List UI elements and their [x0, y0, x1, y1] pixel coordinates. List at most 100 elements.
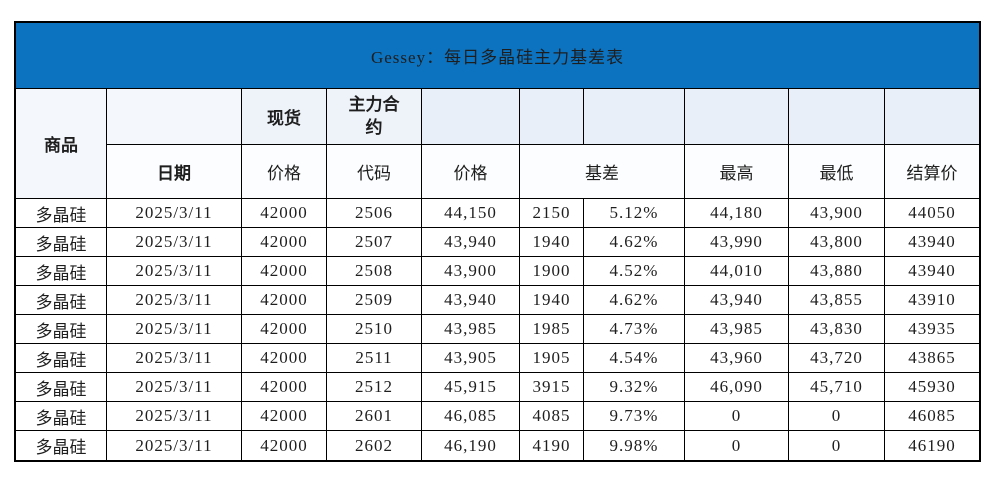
cell-high: 43,985: [685, 315, 789, 344]
col-header-spot-group: 现货: [242, 89, 327, 145]
cell-low: 43,855: [789, 286, 885, 315]
cell-spot-price: 42000: [242, 228, 327, 257]
cell-high: 0: [685, 431, 789, 460]
cell-spot-price: 42000: [242, 199, 327, 228]
header-spacer-3: [584, 89, 685, 145]
cell-low: 43,830: [789, 315, 885, 344]
cell-contract-code: 2512: [327, 373, 422, 402]
cell-product: 多晶硅: [16, 315, 107, 344]
table-row: 多晶硅 2025/3/11 42000 2510 43,985 1985 4.7…: [16, 315, 980, 344]
cell-contract-code: 2506: [327, 199, 422, 228]
cell-basis-value: 1985: [520, 315, 584, 344]
cell-date: 2025/3/11: [107, 257, 242, 286]
cell-contract-price: 45,915: [422, 373, 520, 402]
cell-contract-price: 43,905: [422, 344, 520, 373]
cell-high: 0: [685, 402, 789, 431]
cell-product: 多晶硅: [16, 344, 107, 373]
cell-product: 多晶硅: [16, 402, 107, 431]
cell-date: 2025/3/11: [107, 344, 242, 373]
col-header-settlement: 结算价: [885, 145, 980, 199]
header-spacer-2: [520, 89, 584, 145]
cell-contract-code: 2601: [327, 402, 422, 431]
cell-product: 多晶硅: [16, 199, 107, 228]
cell-contract-price: 43,900: [422, 257, 520, 286]
cell-basis-value: 1900: [520, 257, 584, 286]
cell-product: 多晶硅: [16, 431, 107, 460]
cell-settlement: 43865: [885, 344, 980, 373]
cell-date: 2025/3/11: [107, 373, 242, 402]
cell-settlement: 43910: [885, 286, 980, 315]
cell-high: 43,940: [685, 286, 789, 315]
cell-basis-pct: 4.54%: [584, 344, 685, 373]
cell-settlement: 46085: [885, 402, 980, 431]
header-spacer-4: [685, 89, 789, 145]
cell-spot-price: 42000: [242, 344, 327, 373]
cell-contract-code: 2510: [327, 315, 422, 344]
cell-contract-code: 2602: [327, 431, 422, 460]
title-row: Gessey：每日多晶硅主力基差表: [16, 23, 980, 89]
cell-date: 2025/3/11: [107, 315, 242, 344]
cell-basis-value: 4085: [520, 402, 584, 431]
cell-basis-value: 4190: [520, 431, 584, 460]
cell-basis-value: 3915: [520, 373, 584, 402]
cell-low: 43,880: [789, 257, 885, 286]
col-header-low: 最低: [789, 145, 885, 199]
cell-basis-pct: 4.52%: [584, 257, 685, 286]
cell-spot-price: 42000: [242, 402, 327, 431]
col-header-empty: [107, 89, 242, 145]
cell-basis-value: 2150: [520, 199, 584, 228]
cell-low: 43,900: [789, 199, 885, 228]
cell-settlement: 43935: [885, 315, 980, 344]
cell-high: 43,990: [685, 228, 789, 257]
cell-low: 43,720: [789, 344, 885, 373]
cell-contract-code: 2509: [327, 286, 422, 315]
header-spacer-5: [789, 89, 885, 145]
cell-contract-code: 2507: [327, 228, 422, 257]
cell-high: 43,960: [685, 344, 789, 373]
cell-contract-price: 43,940: [422, 286, 520, 315]
cell-low: 0: [789, 431, 885, 460]
table-title: Gessey：每日多晶硅主力基差表: [16, 23, 980, 89]
col-header-contract-price: 价格: [422, 145, 520, 199]
cell-date: 2025/3/11: [107, 286, 242, 315]
cell-settlement: 43940: [885, 257, 980, 286]
cell-product: 多晶硅: [16, 228, 107, 257]
table-row: 多晶硅 2025/3/11 42000 2506 44,150 2150 5.1…: [16, 199, 980, 228]
cell-product: 多晶硅: [16, 286, 107, 315]
cell-basis-pct: 9.32%: [584, 373, 685, 402]
col-header-main-contract-group: 主力合约: [327, 89, 422, 145]
cell-high: 46,090: [685, 373, 789, 402]
main-contract-label: 主力合约: [348, 95, 400, 137]
cell-basis-pct: 9.98%: [584, 431, 685, 460]
col-header-contract-code: 代码: [327, 145, 422, 199]
cell-spot-price: 42000: [242, 315, 327, 344]
col-header-spot-price: 价格: [242, 145, 327, 199]
cell-basis-value: 1940: [520, 228, 584, 257]
col-header-basis: 基差: [520, 145, 685, 199]
header-spacer-1: [422, 89, 520, 145]
cell-settlement: 43940: [885, 228, 980, 257]
table-row: 多晶硅 2025/3/11 42000 2507 43,940 1940 4.6…: [16, 228, 980, 257]
header-row-top: 商品 现货 主力合约: [16, 89, 980, 199]
cell-low: 43,800: [789, 228, 885, 257]
cell-contract-code: 2508: [327, 257, 422, 286]
header-spacer-6: [885, 89, 980, 145]
cell-settlement: 46190: [908, 435, 956, 455]
cell-contract-price: 43,940: [422, 228, 520, 257]
cell-spot-price: 42000: [242, 373, 327, 402]
cell-contract-code: 2511: [327, 344, 422, 373]
table-row: 多晶硅 2025/3/11 42000 2602 46,190 4190 9.9…: [16, 431, 979, 460]
cell-basis-pct: 5.12%: [584, 199, 685, 228]
table-row: 多晶硅 2025/3/11 42000 2512 45,915 3915 9.3…: [16, 373, 980, 402]
col-header-date: 日期: [107, 145, 242, 199]
cell-date: 2025/3/11: [107, 199, 242, 228]
daily-basis-table: Gessey：每日多晶硅主力基差表 商品 现货 主力合约 日期 价格 代码 价格…: [14, 21, 982, 462]
cell-low: 0: [789, 402, 885, 431]
cell-contract-price: 43,985: [422, 315, 520, 344]
cell-settlement: 45930: [885, 373, 980, 402]
table-row: 多晶硅 2025/3/11 42000 2511 43,905 1905 4.5…: [16, 344, 980, 373]
cell-high: 44,010: [685, 257, 789, 286]
cell-settlement: 44050: [885, 199, 980, 228]
cell-low: 45,710: [789, 373, 885, 402]
